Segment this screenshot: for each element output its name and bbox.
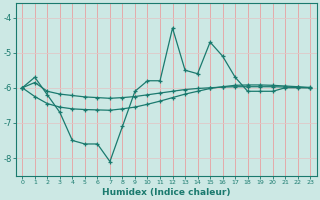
X-axis label: Humidex (Indice chaleur): Humidex (Indice chaleur)	[102, 188, 230, 197]
